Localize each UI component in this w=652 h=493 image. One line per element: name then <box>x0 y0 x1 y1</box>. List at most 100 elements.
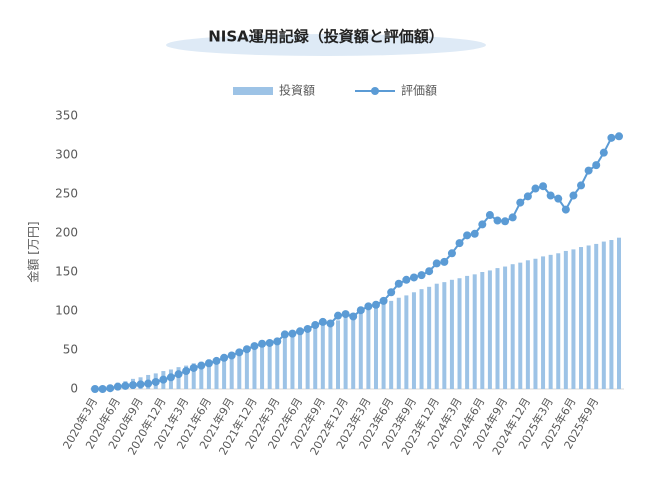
bar <box>548 254 553 389</box>
point <box>554 194 563 203</box>
point <box>258 339 267 348</box>
point <box>182 367 191 376</box>
bar <box>472 274 477 389</box>
y-tick-label: 50 <box>63 343 78 357</box>
point <box>98 385 107 393</box>
bar <box>282 337 287 389</box>
bar <box>260 345 265 389</box>
point <box>212 356 221 365</box>
point <box>242 345 251 354</box>
bar <box>541 256 546 389</box>
point <box>379 296 388 305</box>
bar <box>366 309 371 389</box>
point <box>523 192 532 201</box>
bar <box>351 314 356 389</box>
legend-label: 評価額 <box>401 83 437 98</box>
bar <box>184 365 189 389</box>
point <box>364 302 373 311</box>
point <box>136 380 145 389</box>
point <box>516 198 525 207</box>
point <box>128 381 137 390</box>
bar <box>510 264 515 389</box>
y-tick-label: 200 <box>55 226 78 240</box>
point <box>265 338 274 347</box>
y-tick-label: 250 <box>55 187 78 201</box>
bar <box>434 283 439 389</box>
bar <box>465 275 470 389</box>
point <box>501 217 510 226</box>
point <box>493 216 502 225</box>
bar <box>594 243 599 389</box>
point <box>296 327 305 336</box>
bar <box>389 300 394 389</box>
point <box>106 384 115 393</box>
bar <box>396 297 401 389</box>
point <box>569 191 578 200</box>
bar <box>419 289 424 389</box>
point <box>121 381 130 390</box>
bar <box>601 241 606 389</box>
bar <box>214 357 219 389</box>
point <box>113 382 122 391</box>
bar <box>381 303 386 389</box>
y-tick-label: 100 <box>55 304 78 318</box>
bar <box>343 318 348 389</box>
point <box>91 385 99 393</box>
point <box>432 259 441 268</box>
bar <box>579 247 584 389</box>
chart-title: NISA運用記録（投資額と評価額） <box>208 28 444 46</box>
point <box>561 205 570 214</box>
point <box>409 273 418 282</box>
bar <box>290 335 295 389</box>
bar <box>563 250 568 389</box>
point <box>425 267 434 276</box>
bar <box>206 359 211 389</box>
point <box>326 319 335 328</box>
point <box>402 275 411 284</box>
bar <box>328 322 333 389</box>
point <box>166 373 175 382</box>
point <box>577 181 586 190</box>
bar <box>252 347 257 389</box>
point <box>189 363 198 372</box>
point <box>615 132 623 141</box>
point <box>288 329 297 338</box>
point <box>280 330 289 339</box>
point <box>334 311 343 320</box>
point <box>356 306 365 315</box>
bar <box>518 262 523 389</box>
point <box>485 211 494 220</box>
point <box>584 166 593 175</box>
point <box>592 161 601 170</box>
bar <box>320 325 325 389</box>
bar <box>298 332 303 389</box>
bar <box>336 320 341 389</box>
point <box>220 353 229 362</box>
point <box>303 324 312 333</box>
bar <box>525 260 530 389</box>
point <box>531 184 540 193</box>
point <box>174 370 183 379</box>
bar <box>617 237 621 389</box>
point <box>470 229 479 238</box>
point <box>197 361 206 370</box>
bar <box>358 312 363 389</box>
bar <box>480 272 485 389</box>
bar <box>191 363 196 389</box>
point <box>455 239 464 248</box>
point <box>250 342 259 351</box>
point <box>151 377 160 386</box>
point <box>235 348 244 357</box>
point <box>273 337 282 346</box>
point <box>607 133 616 142</box>
bar <box>275 340 280 389</box>
point <box>371 300 380 309</box>
bar <box>199 361 204 389</box>
y-tick-label: 350 <box>55 109 78 123</box>
bar <box>404 295 409 389</box>
bar <box>411 292 416 389</box>
bar <box>503 266 508 389</box>
point <box>599 148 608 157</box>
point <box>539 182 548 191</box>
bar <box>487 270 492 389</box>
